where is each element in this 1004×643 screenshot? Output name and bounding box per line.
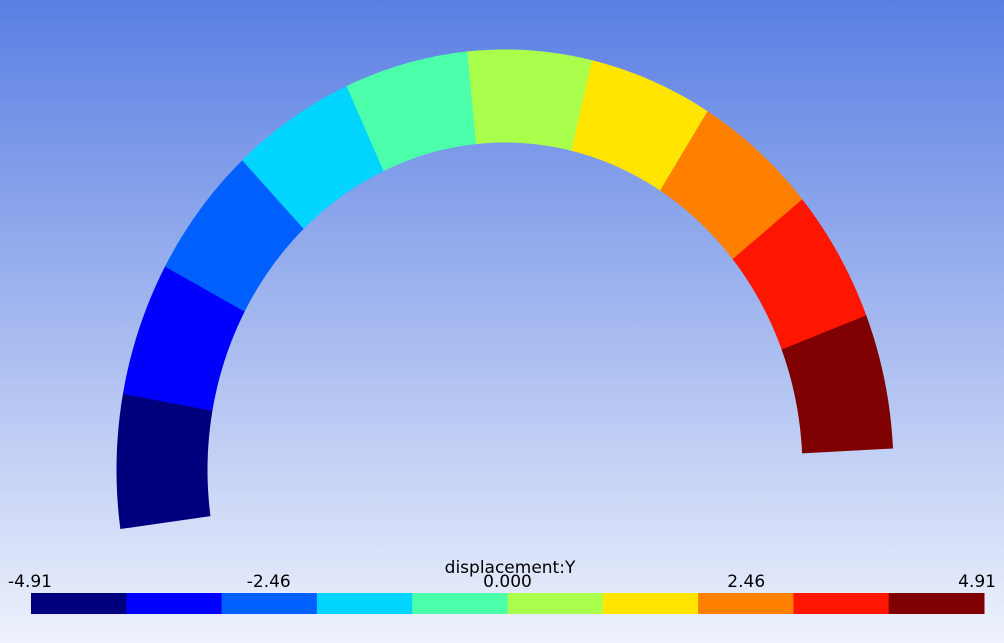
legend-tick-label: 0.000	[483, 572, 532, 592]
arch-band	[116, 392, 213, 530]
legend-swatch	[221, 593, 318, 614]
legend-tick-label: 4.91	[958, 572, 996, 592]
arch-band	[467, 49, 593, 152]
legend-swatch	[602, 593, 699, 614]
legend-tick-label: -2.46	[247, 572, 291, 592]
legend-swatch	[412, 593, 508, 614]
arch-model	[116, 49, 893, 530]
legend-swatch	[31, 593, 127, 614]
legend-swatch	[507, 593, 604, 614]
color-legend: displacement:Y -4.91 -2.46 0.000 2.46 4.91	[8, 558, 996, 614]
legend-swatch	[316, 593, 413, 614]
legend-swatch	[888, 593, 985, 614]
legend-swatch	[126, 593, 223, 614]
legend-title: displacement:Y	[445, 558, 576, 578]
legend-tick-label: -4.91	[8, 572, 52, 592]
legend-tick-label: 2.46	[727, 572, 765, 592]
arch-band	[781, 315, 893, 454]
legend-swatch	[793, 593, 890, 614]
legend-swatch	[698, 593, 794, 614]
